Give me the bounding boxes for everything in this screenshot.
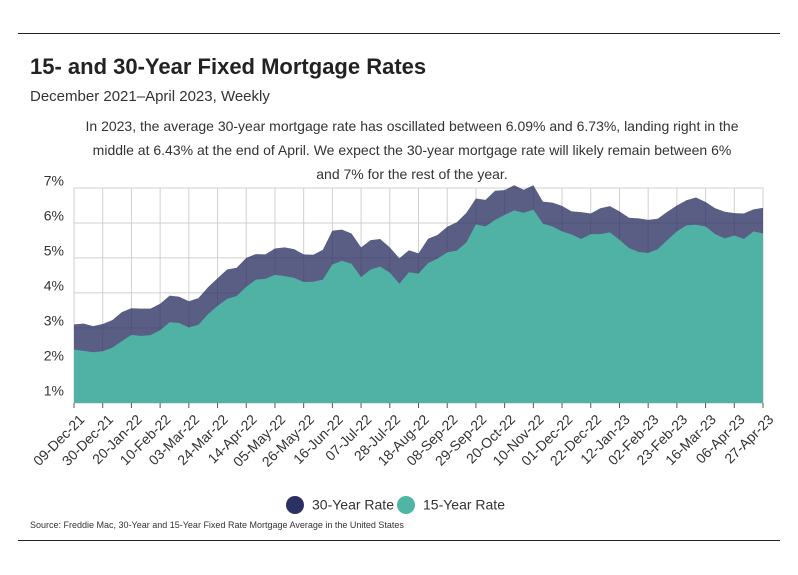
- y-tick-label: 3%: [44, 313, 64, 329]
- legend-label: 30-Year Rate: [312, 497, 394, 513]
- y-tick-label: 5%: [44, 243, 64, 259]
- annotation: In 2023, the average 30-year mortgage ra…: [85, 118, 739, 182]
- legend-marker: [397, 496, 415, 514]
- y-tick-label: 2%: [44, 347, 64, 363]
- bottom-rule: [18, 540, 780, 541]
- area: [74, 209, 763, 403]
- legend-marker: [286, 496, 304, 514]
- y-tick-label: 7%: [44, 173, 64, 189]
- y-tick-label: 1%: [44, 382, 64, 398]
- legend-label: 15-Year Rate: [423, 497, 505, 513]
- chart-subtitle: December 2021–April 2023, Weekly: [30, 88, 270, 105]
- top-rule: [18, 33, 780, 34]
- source: Source: Freddie Mac, 30-Year and 15-Year…: [30, 520, 404, 530]
- chart-title: 15- and 30-Year Fixed Mortgage Rates: [30, 54, 427, 79]
- y-tick-label: 6%: [44, 208, 64, 224]
- y-tick-label: 4%: [44, 278, 64, 294]
